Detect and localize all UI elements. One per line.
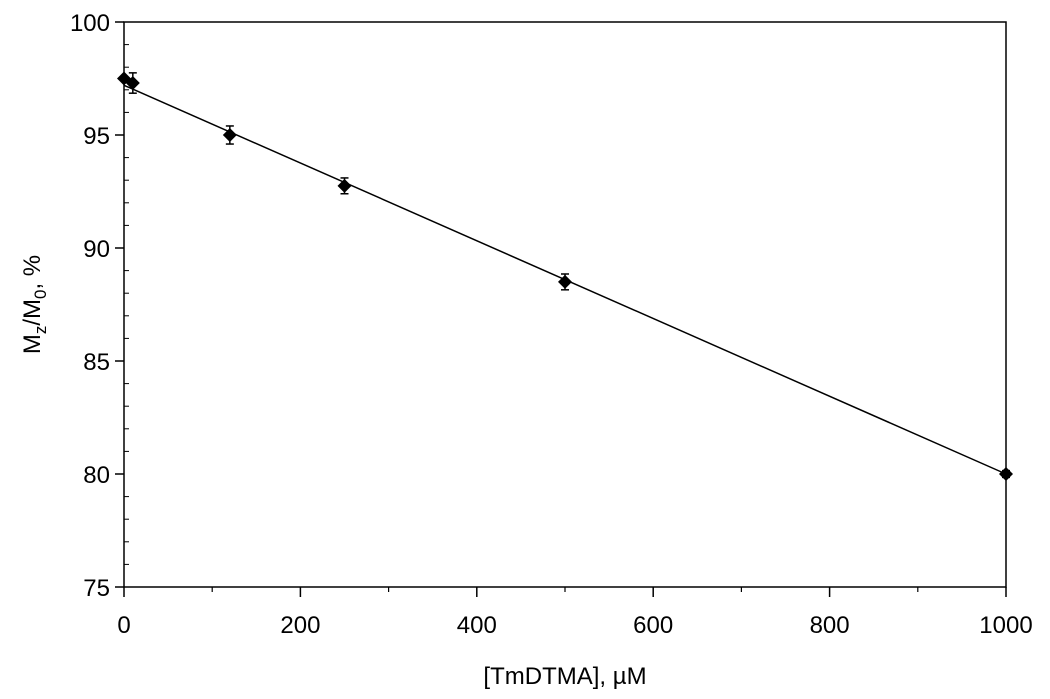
data-point <box>558 274 572 289</box>
x-tick-label: 600 <box>633 612 673 639</box>
y-tick-label: 95 <box>83 123 110 150</box>
y-tick-label: 80 <box>83 462 110 489</box>
y-tick-label: 85 <box>83 349 110 376</box>
data-points <box>117 71 1013 481</box>
y-tick-label: 100 <box>70 10 110 37</box>
data-point <box>125 76 140 91</box>
plot-area-frame <box>123 21 1007 588</box>
major-ticks <box>115 21 1007 597</box>
tick-labels: 0 200 400 600 800 1000 75 80 85 90 95 100 <box>70 10 1033 639</box>
y-tick-label: 90 <box>83 236 110 263</box>
y-axis-title-sub2: 0 <box>31 290 50 299</box>
x-tick-label: 800 <box>810 612 850 639</box>
y-axis-title: Mz/M0, % <box>19 255 50 354</box>
y-axis-title-mid: /M <box>19 299 46 326</box>
y-axis-title-m: M <box>19 334 46 354</box>
minor-ticks <box>124 44 919 592</box>
x-tick-label: 0 <box>117 612 130 639</box>
y-axis-title-tail: , % <box>19 255 46 290</box>
y-tick-label: 75 <box>83 575 110 602</box>
x-axis-title: [TmDTMA], µM <box>483 663 646 690</box>
data-point <box>222 128 237 142</box>
x-tick-label: 400 <box>457 612 497 639</box>
x-tick-label: 1000 <box>979 612 1032 639</box>
y-axis-title-sub1: z <box>31 326 50 335</box>
data-point <box>337 178 352 193</box>
x-tick-label: 200 <box>280 612 320 639</box>
